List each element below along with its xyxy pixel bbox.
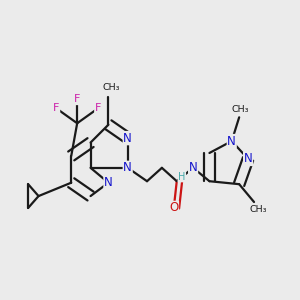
Text: H: H [178,172,185,182]
Text: F: F [74,94,80,104]
Text: N: N [123,132,132,145]
Text: CH₃: CH₃ [250,205,267,214]
Text: CH₃: CH₃ [102,83,119,92]
Text: N: N [123,161,132,174]
Text: F: F [53,103,60,113]
Text: N: N [244,152,253,165]
Text: N: N [189,161,197,174]
Text: N: N [227,135,236,148]
Text: CH₃: CH₃ [232,105,249,114]
Text: F: F [95,103,101,113]
Text: N: N [104,176,113,189]
Text: O: O [169,202,178,214]
